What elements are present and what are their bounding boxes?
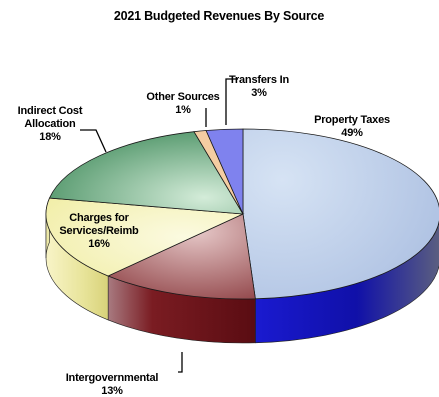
pie-slice-2 [45,197,245,277]
pie-slice-0 [242,128,439,300]
pie-slice-1 [107,213,256,300]
slice-label-5: Transfers In 3% [229,74,289,99]
slice-label-0: Property Taxes 49% [314,114,390,139]
slice-label-2: Charges for Services/Reimb 16% [59,212,139,250]
leader-line-5 [225,78,238,125]
chart-title: 2021 Budgeted Revenues By Source [114,9,325,23]
slice-label-3: Indirect Cost Allocation 18% [18,105,83,143]
pie-slice-5 [205,128,244,215]
pie-slice-3 [48,131,244,215]
leader-line-1 [178,352,183,373]
slice-label-1: Intergovernmental 13% [66,372,159,397]
slice-label-4: Other Sources 1% [146,91,219,116]
leader-line-3 [80,129,107,153]
